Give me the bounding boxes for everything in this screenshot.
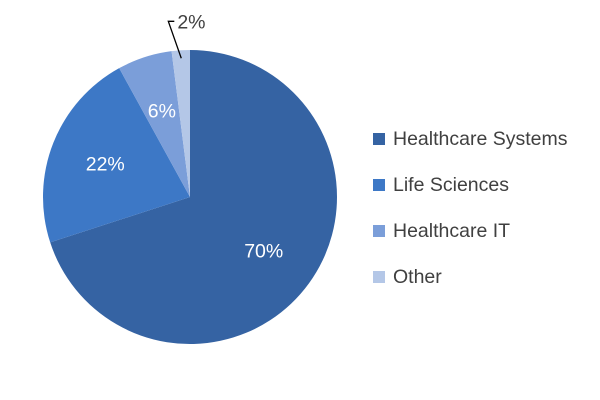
leader-line-other bbox=[167, 20, 182, 59]
pie-slice-other bbox=[171, 50, 190, 197]
data-label-life-sciences: 22% bbox=[86, 153, 125, 175]
legend-swatch-healthcare-it bbox=[373, 225, 385, 237]
pie-slice-life-sciences bbox=[42, 68, 191, 243]
legend-label-healthcare-systems: Healthcare Systems bbox=[393, 127, 568, 150]
legend-item-other: Other bbox=[373, 254, 567, 300]
pie-slice-healthcare-it bbox=[119, 51, 190, 198]
data-label-healthcare-it: 6% bbox=[148, 100, 176, 122]
legend-label-other: Other bbox=[393, 265, 442, 288]
legend-item-healthcare-systems: Healthcare Systems bbox=[373, 116, 567, 162]
legend-item-healthcare-it: Healthcare IT bbox=[373, 208, 567, 254]
pie-slice-healthcare-systems bbox=[50, 50, 337, 345]
data-label-healthcare-systems: 70% bbox=[244, 241, 283, 263]
legend-label-healthcare-it: Healthcare IT bbox=[393, 219, 511, 242]
legend-swatch-healthcare-systems bbox=[373, 133, 385, 145]
legend-swatch-life-sciences bbox=[373, 179, 385, 191]
legend-item-life-sciences: Life Sciences bbox=[373, 162, 567, 208]
chart-legend: Healthcare Systems Life Sciences Healthc… bbox=[373, 116, 567, 300]
legend-label-life-sciences: Life Sciences bbox=[393, 173, 509, 196]
data-label-other: 2% bbox=[177, 11, 205, 33]
legend-swatch-other bbox=[373, 271, 385, 283]
